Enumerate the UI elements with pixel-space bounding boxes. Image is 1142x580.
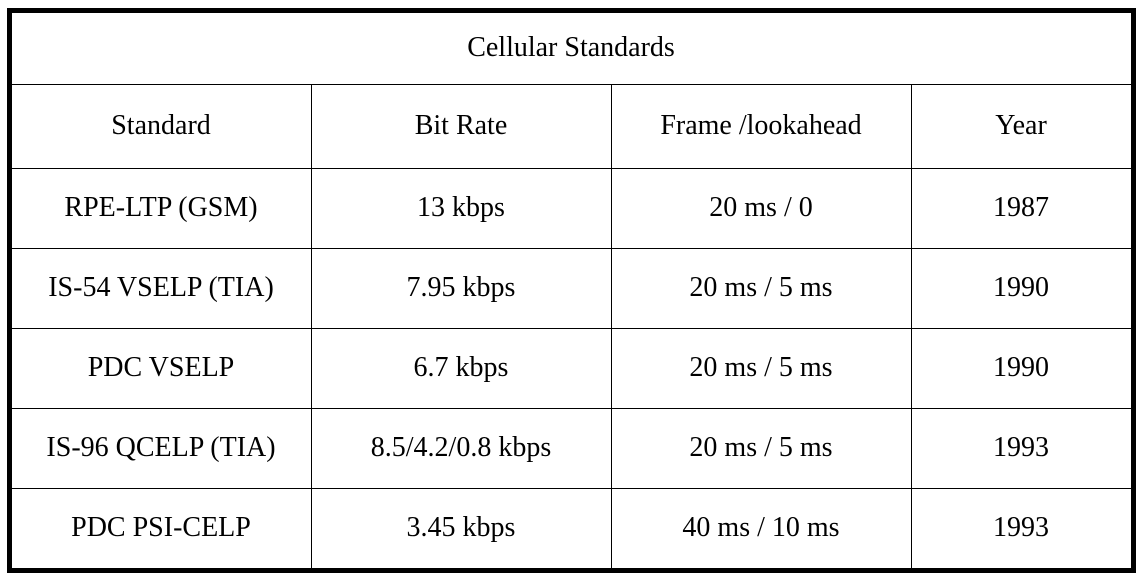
table-cell: 40 ms / 10 ms (611, 488, 911, 568)
table-cell: 1990 (911, 248, 1131, 328)
table-cell: 20 ms / 0 (611, 168, 911, 248)
column-header: Frame /lookahead (611, 84, 911, 168)
column-header: Bit Rate (311, 84, 611, 168)
table-cell: PDC PSI-CELP (11, 488, 311, 568)
table-cell: 1987 (911, 168, 1131, 248)
table-cell: IS-54 VSELP (TIA) (11, 248, 311, 328)
table-header-row: StandardBit RateFrame /lookaheadYear (11, 84, 1131, 168)
table-cell: 20 ms / 5 ms (611, 248, 911, 328)
table-title: Cellular Standards (11, 12, 1131, 84)
table-cell: IS-96 QCELP (TIA) (11, 408, 311, 488)
table-cell: 8.5/4.2/0.8 kbps (311, 408, 611, 488)
table-cell: 6.7 kbps (311, 328, 611, 408)
table-body: RPE-LTP (GSM)13 kbps20 ms / 01987IS-54 V… (11, 168, 1131, 568)
table-cell: PDC VSELP (11, 328, 311, 408)
table-row: PDC VSELP6.7 kbps20 ms / 5 ms1990 (11, 328, 1131, 408)
column-header: Standard (11, 84, 311, 168)
table-cell: 1993 (911, 408, 1131, 488)
column-header: Year (911, 84, 1131, 168)
table-cell: 1993 (911, 488, 1131, 568)
table-cell: 20 ms / 5 ms (611, 408, 911, 488)
table-cell: RPE-LTP (GSM) (11, 168, 311, 248)
table-row: IS-54 VSELP (TIA)7.95 kbps20 ms / 5 ms19… (11, 248, 1131, 328)
table-cell: 13 kbps (311, 168, 611, 248)
table-cell: 3.45 kbps (311, 488, 611, 568)
table-row: RPE-LTP (GSM)13 kbps20 ms / 01987 (11, 168, 1131, 248)
cellular-standards-table-container: Cellular Standards StandardBit RateFrame… (7, 8, 1136, 573)
table-row: PDC PSI-CELP3.45 kbps40 ms / 10 ms1993 (11, 488, 1131, 568)
table-cell: 20 ms / 5 ms (611, 328, 911, 408)
table-cell: 7.95 kbps (311, 248, 611, 328)
table-row: IS-96 QCELP (TIA)8.5/4.2/0.8 kbps20 ms /… (11, 408, 1131, 488)
cellular-standards-table: Cellular Standards StandardBit RateFrame… (11, 12, 1132, 569)
table-cell: 1990 (911, 328, 1131, 408)
